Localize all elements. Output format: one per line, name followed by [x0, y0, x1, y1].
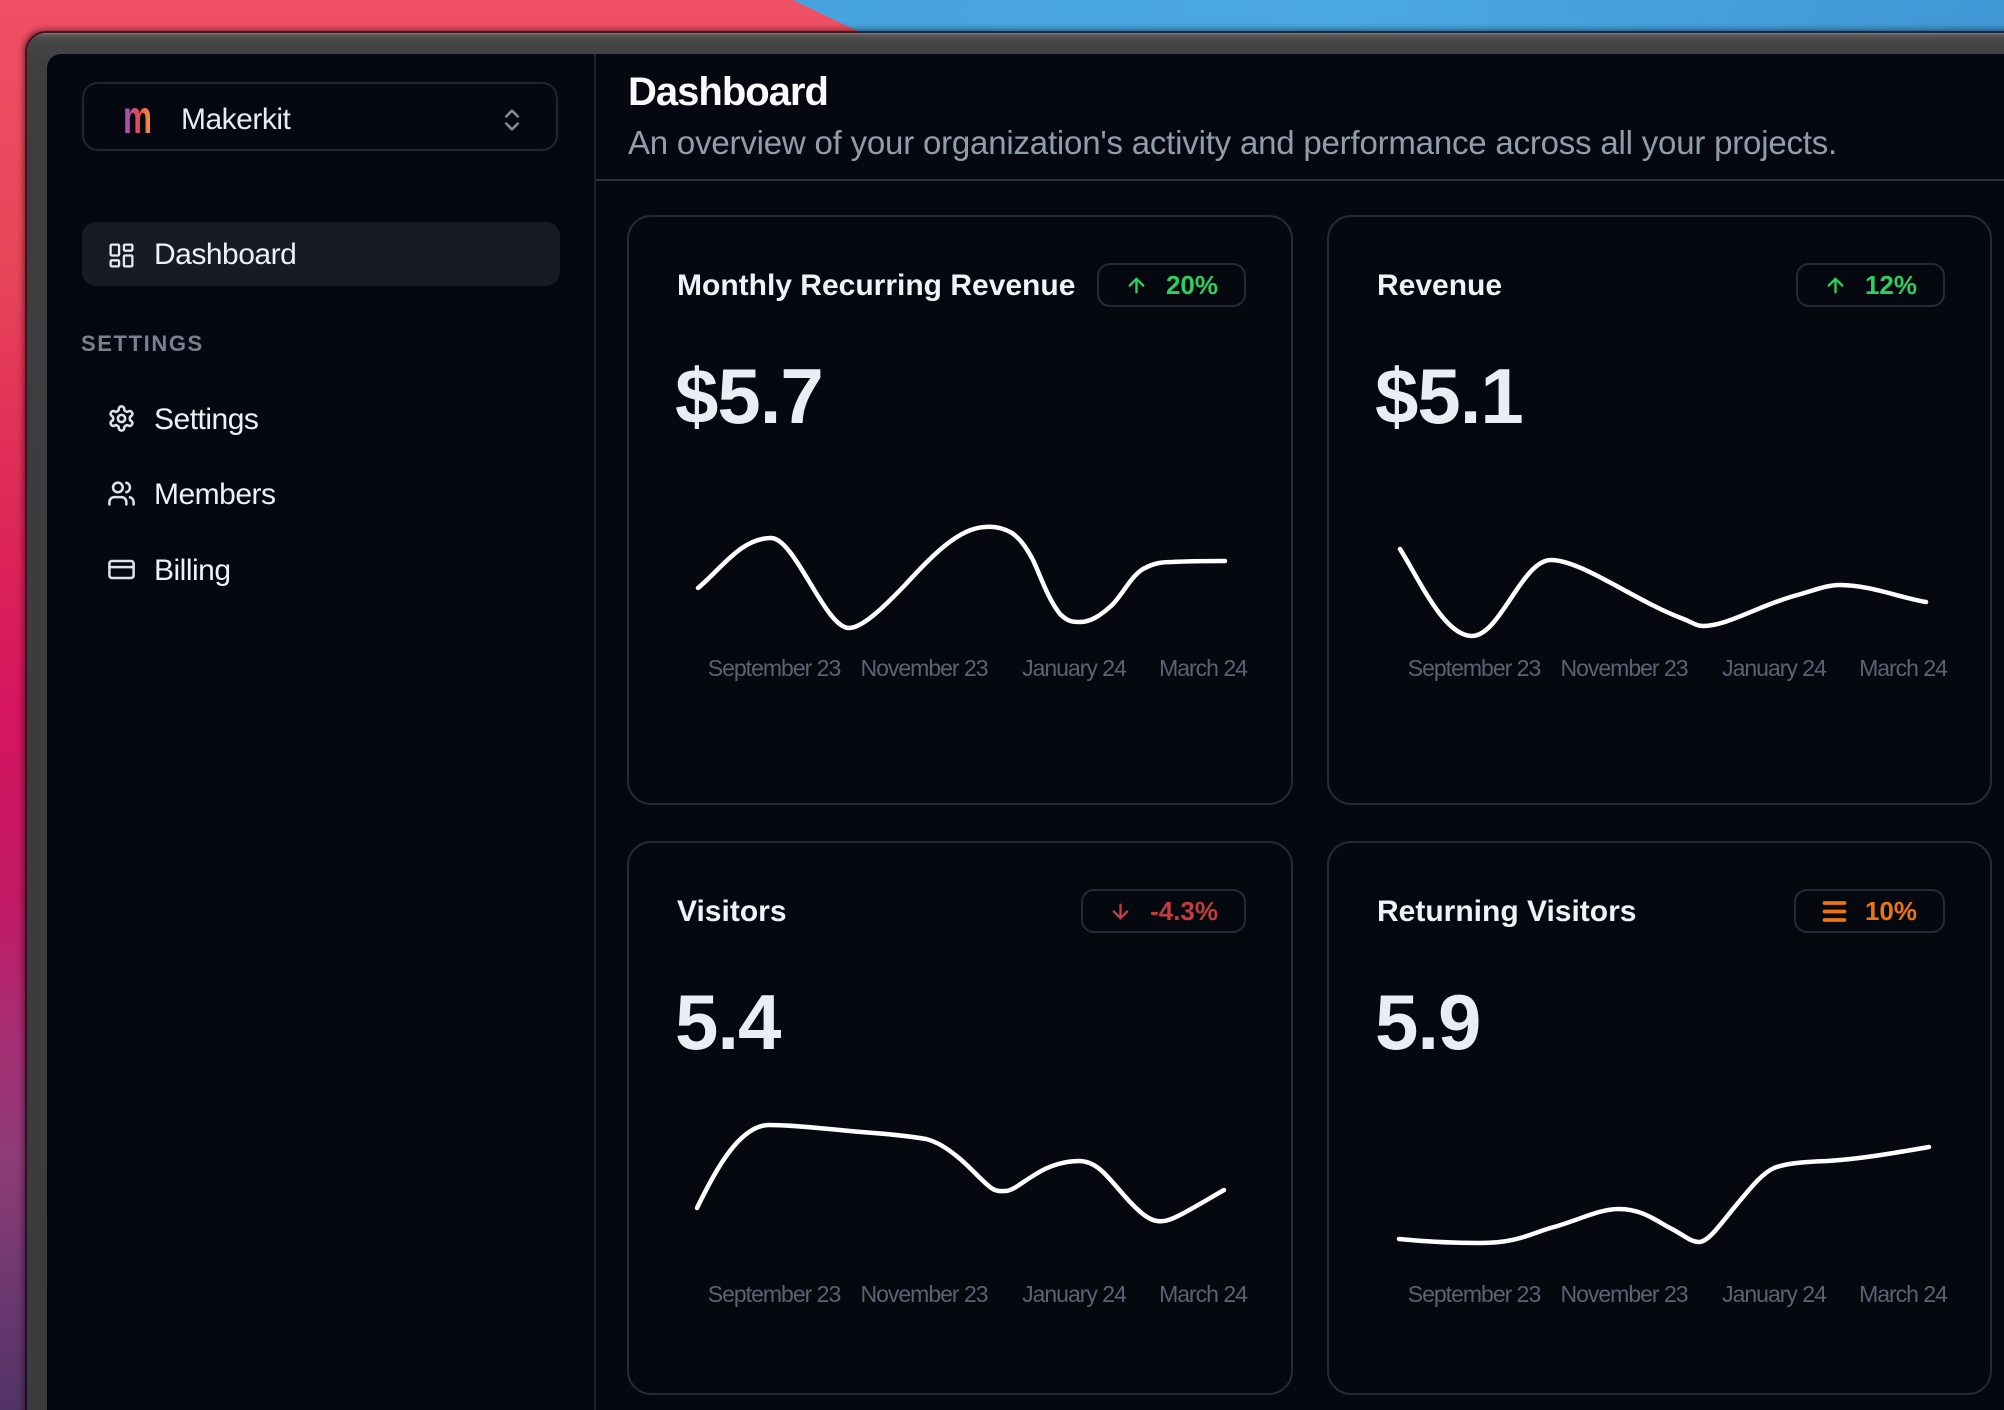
svg-text:m: m — [123, 96, 152, 138]
